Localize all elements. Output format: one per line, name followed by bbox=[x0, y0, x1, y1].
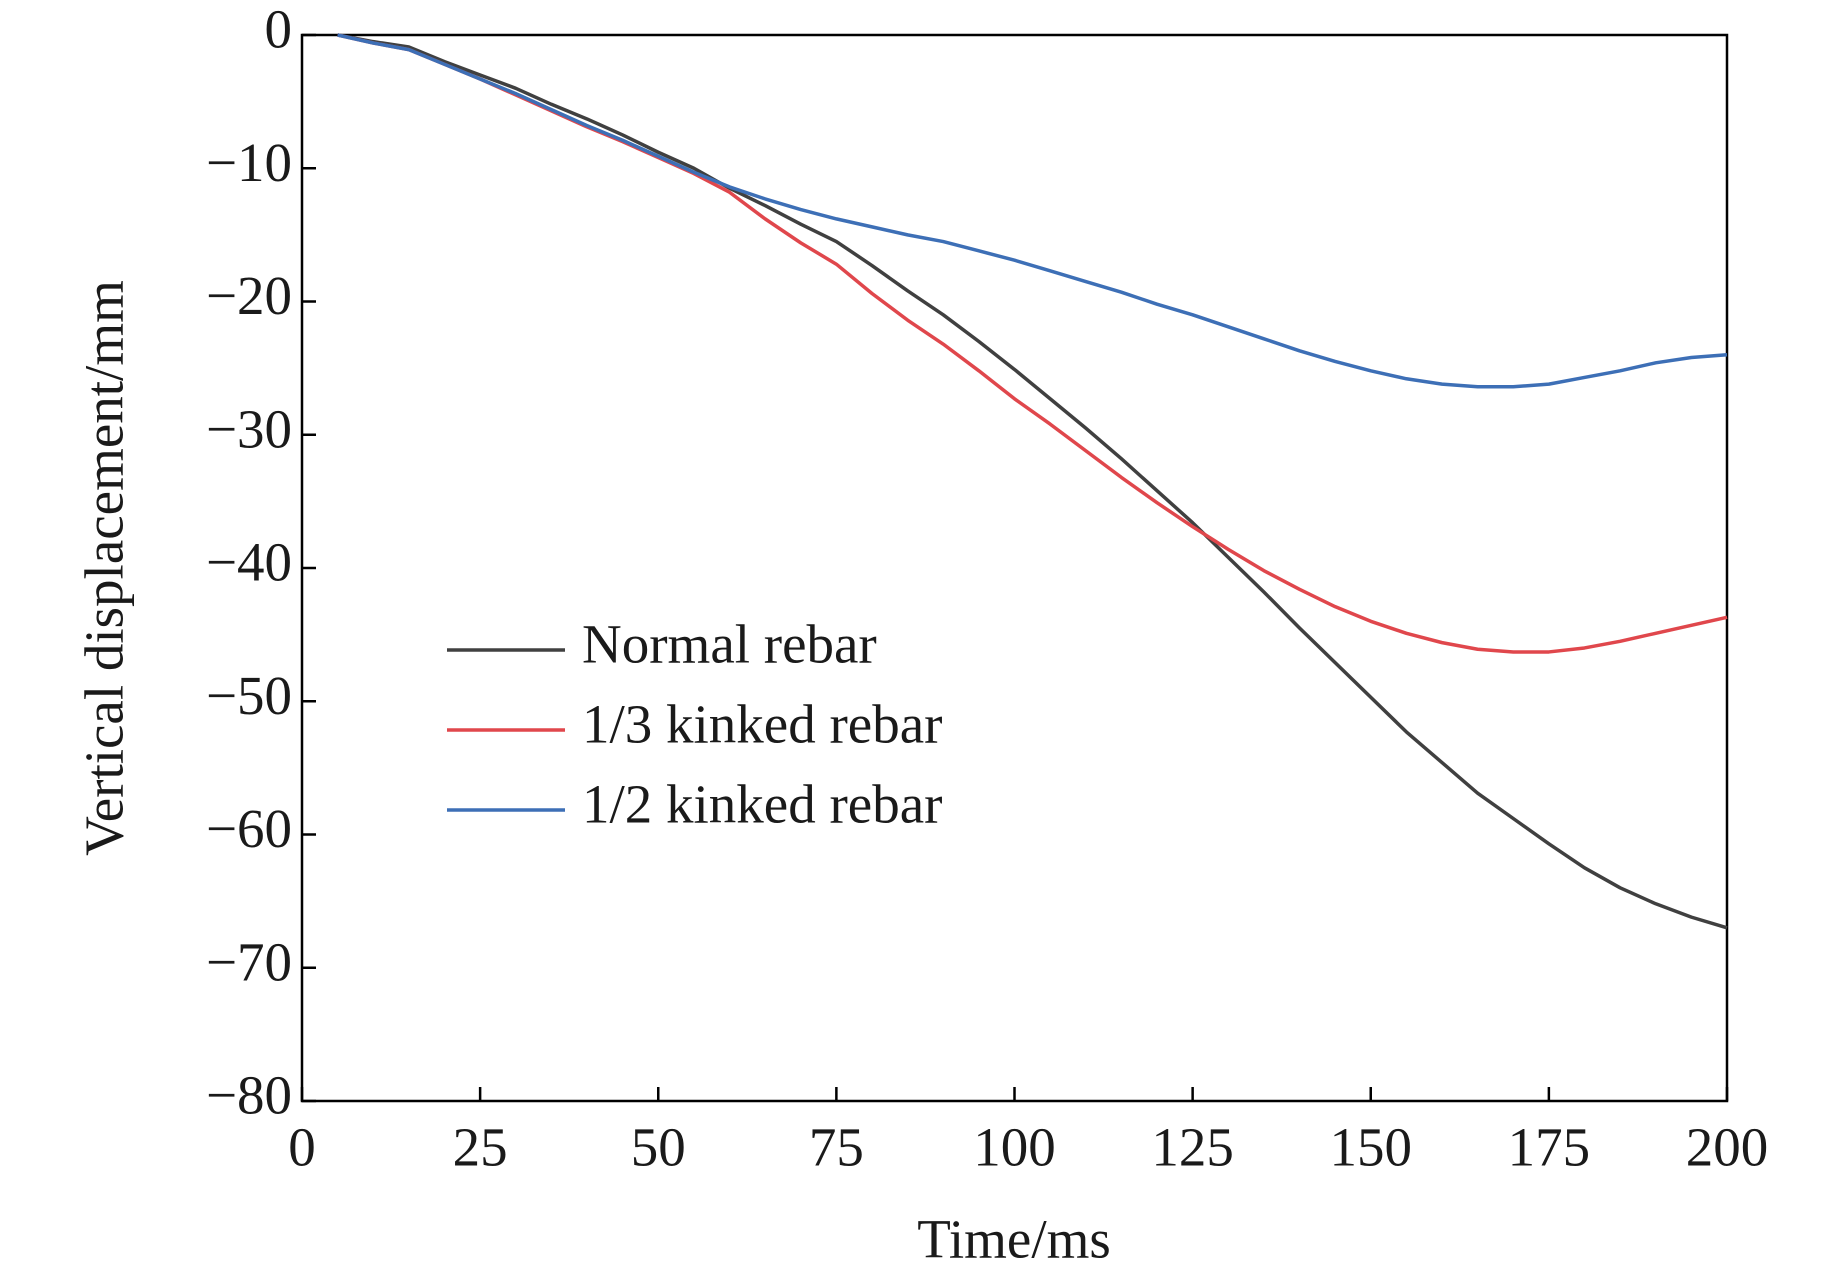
x-tick-label: 150 bbox=[1330, 1117, 1413, 1178]
x-tick-label: 200 bbox=[1686, 1117, 1769, 1178]
x-tick-label: 25 bbox=[453, 1117, 508, 1178]
y-tick-label: −30 bbox=[206, 398, 292, 459]
y-tick-label: −80 bbox=[206, 1065, 292, 1126]
legend-label: Normal rebar bbox=[582, 614, 877, 675]
y-tick-label: −20 bbox=[206, 265, 292, 326]
y-tick-label: −60 bbox=[206, 798, 292, 859]
x-tick-label: 50 bbox=[631, 1117, 686, 1178]
y-tick-label: −50 bbox=[206, 665, 292, 726]
x-tick-label: 100 bbox=[973, 1117, 1056, 1178]
x-tick-label: 0 bbox=[288, 1117, 316, 1178]
y-tick-label: 0 bbox=[265, 0, 293, 60]
x-tick-label: 75 bbox=[809, 1117, 864, 1178]
y-tick-label: −10 bbox=[206, 132, 292, 193]
x-tick-label: 175 bbox=[1508, 1117, 1591, 1178]
y-axis-label: Vertical displacement/mm bbox=[74, 280, 135, 856]
y-tick-label: −40 bbox=[206, 532, 292, 593]
x-axis-label: Time/ms bbox=[917, 1209, 1111, 1270]
plot-frame bbox=[300, 33, 1729, 1103]
data-line bbox=[337, 33, 1728, 654]
y-tick-label: −70 bbox=[206, 931, 292, 992]
data-line bbox=[337, 33, 1728, 930]
legend-label: 1/2 kinked rebar bbox=[582, 774, 942, 835]
legend-label: 1/3 kinked rebar bbox=[582, 694, 942, 755]
x-tick-label: 125 bbox=[1151, 1117, 1234, 1178]
data-line bbox=[337, 33, 1728, 389]
